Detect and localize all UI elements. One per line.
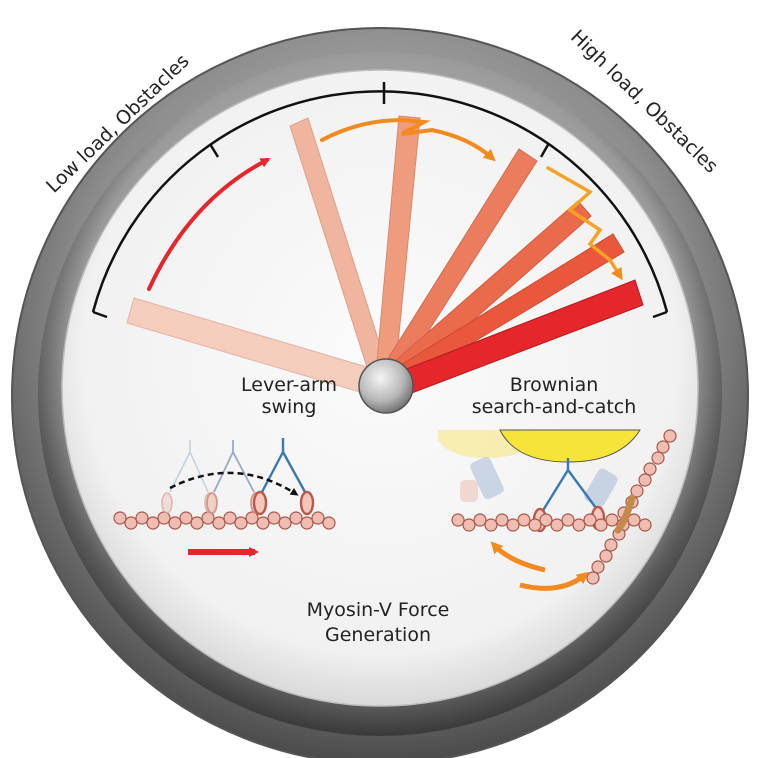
diagram-title-line2: Generation xyxy=(325,624,431,646)
brownian-search-icon xyxy=(438,429,677,591)
dial-scale-arc xyxy=(91,90,669,313)
label-lever-arm: Lever-arm xyxy=(241,374,337,396)
lever-swing-arrow xyxy=(147,158,271,291)
label-lever-arm-swing: swing xyxy=(262,396,317,418)
label-brownian: Brownian xyxy=(510,374,599,396)
gauge-needles xyxy=(126,115,644,400)
crosslinker xyxy=(614,494,636,534)
label-brownian-search: search-and-catch xyxy=(472,396,637,418)
brownian-curl-arrow-2 xyxy=(519,571,589,591)
brownian-curl-arrow-1 xyxy=(490,541,546,573)
brownian-arrow-right xyxy=(546,166,623,281)
step-arrow-dashed xyxy=(169,471,299,496)
dial-tick-5 xyxy=(652,310,668,319)
dial-tick-2 xyxy=(208,143,220,158)
gauge-hub xyxy=(358,358,414,414)
lever-arm-swing-icon xyxy=(113,438,336,557)
myosin-state-3 xyxy=(252,438,315,516)
dial-tick-4 xyxy=(539,142,551,158)
actin-filament-left xyxy=(113,511,336,530)
blurred-myosin xyxy=(460,456,618,508)
brownian-arrow-top xyxy=(320,117,496,162)
dial-scale xyxy=(91,82,669,319)
dial-tick-1 xyxy=(92,310,108,319)
diagram-title-line1: Myosin-V Force xyxy=(307,599,450,621)
dial-arrows xyxy=(147,117,623,291)
